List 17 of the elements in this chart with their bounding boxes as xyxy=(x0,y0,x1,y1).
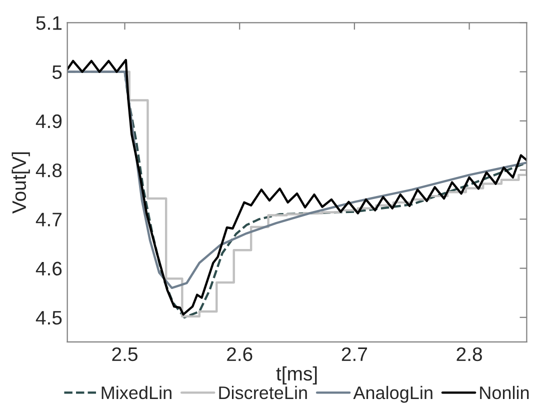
x-tick-label: 2.6 xyxy=(227,347,252,362)
x-tick-label: 2.7 xyxy=(342,347,367,361)
legend-label: AnalogLin xyxy=(353,386,432,403)
y-tick-label: 4.9 xyxy=(36,114,62,128)
legend-label: MixedLin xyxy=(102,386,172,400)
y-tick-label: 5 xyxy=(52,65,62,80)
legend-label: DiscreteLin xyxy=(219,386,307,400)
legend-label: Nonlin xyxy=(480,386,529,400)
y-tick-label: 4.7 xyxy=(36,212,62,226)
y-axis-title: Vout[V] xyxy=(12,152,30,214)
x-tick-label: 2.8 xyxy=(456,347,482,362)
y-tick-label: 5.1 xyxy=(36,16,62,30)
y-tick-label: 4.8 xyxy=(36,163,62,178)
x-axis-title: t[ms] xyxy=(276,366,317,384)
x-tick-label: 2.5 xyxy=(112,347,138,362)
y-tick-label: 4.5 xyxy=(36,311,62,325)
y-tick-label: 4.6 xyxy=(36,262,62,276)
